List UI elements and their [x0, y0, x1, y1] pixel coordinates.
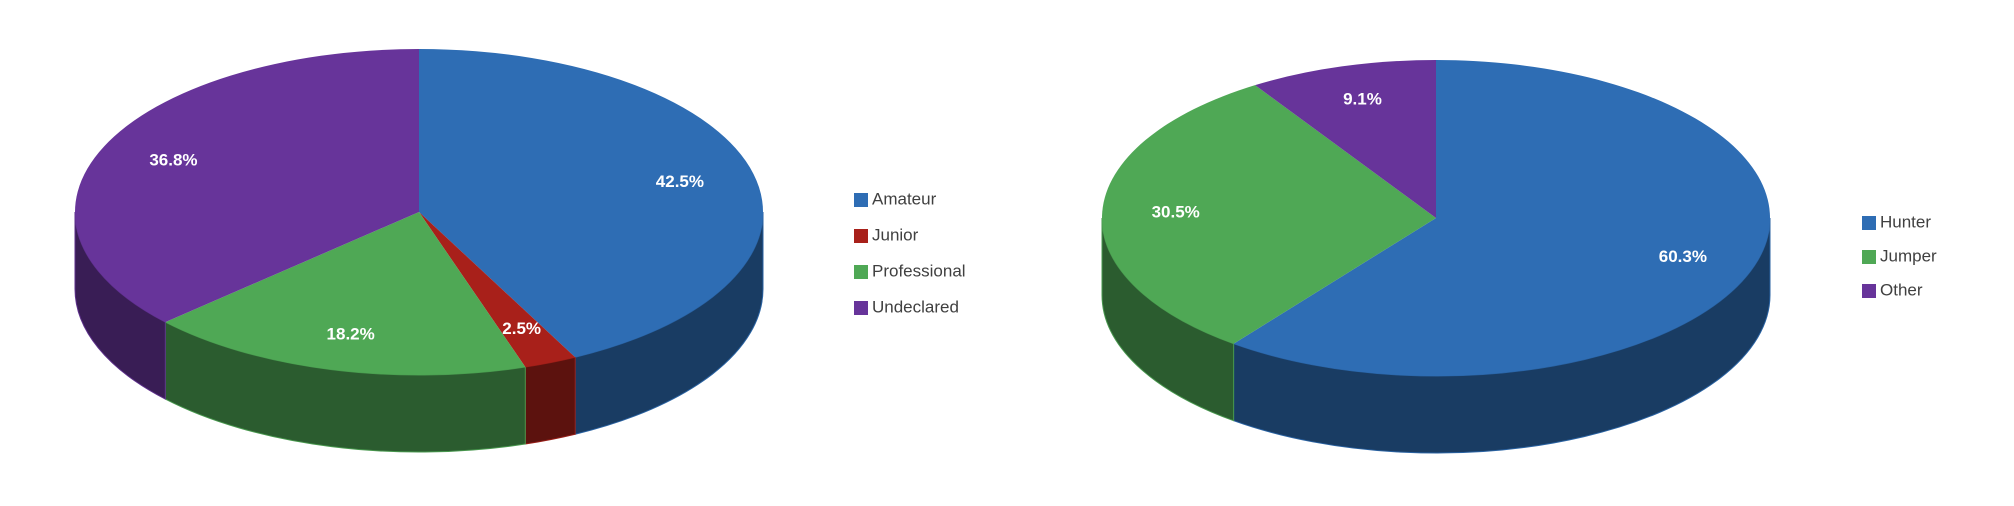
- slice: [419, 49, 764, 358]
- slice: [1255, 60, 1436, 218]
- value-label: 36.8%: [149, 150, 197, 169]
- value-label: 30.5%: [1152, 203, 1200, 222]
- slice: [74, 49, 419, 323]
- legend-label: Other: [1880, 280, 1923, 299]
- slice: [1233, 60, 1770, 376]
- slice: [1102, 85, 1436, 344]
- legend-label: Hunter: [1880, 212, 1931, 231]
- legend-label: Undeclared: [872, 297, 959, 316]
- legend-swatch: [1862, 216, 1876, 230]
- legend-swatch: [854, 193, 868, 207]
- legend-label: Junior: [872, 225, 919, 244]
- value-label: 9.1%: [1343, 89, 1382, 108]
- value-label: 60.3%: [1659, 247, 1707, 266]
- legend-swatch: [1862, 284, 1876, 298]
- value-label: 42.5%: [656, 172, 704, 191]
- legend-label: Jumper: [1880, 246, 1937, 265]
- legend-swatch: [854, 229, 868, 243]
- legend-swatch: [854, 301, 868, 315]
- slice: [419, 212, 576, 368]
- legend-swatch: [1862, 250, 1876, 264]
- legend-swatch: [854, 265, 868, 279]
- value-label: 2.5%: [502, 319, 541, 338]
- slice-side: [1101, 217, 1235, 422]
- slice-side: [524, 356, 576, 445]
- legend-label: Professional: [872, 261, 966, 280]
- legend-label: Amateur: [872, 189, 937, 208]
- value-label: 18.2%: [327, 324, 375, 343]
- slice: [165, 212, 526, 375]
